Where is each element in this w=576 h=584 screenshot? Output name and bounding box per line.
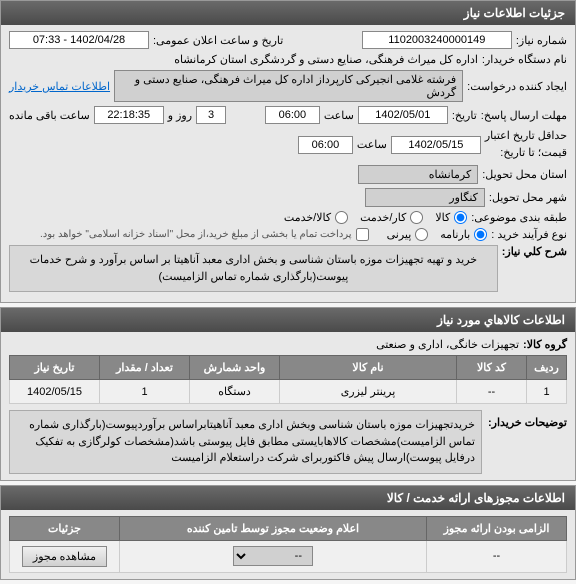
desc-text-box: خرید و تهیه تجهیزات موزه باستان شناسی و …	[9, 245, 498, 292]
permit-col-status: اعلام وضعیت مجوز توسط تامین کننده	[120, 516, 427, 540]
col-name: نام کالا	[280, 356, 457, 380]
days-and-label: روز و	[168, 109, 192, 122]
desc-label: شرح کلي نياز:	[502, 245, 567, 258]
permits-table: الزامی بودن ارائه مجوز اعلام وضعیت مجوز …	[9, 516, 567, 573]
announce-label: تاریخ و ساعت اعلان عمومی:	[153, 34, 283, 47]
category-radio-2[interactable]	[335, 211, 348, 224]
buyer-notes-box: خریدتجهیزات موزه باستان شناسی وبخش اداری…	[9, 410, 482, 474]
table-row: 1 -- پرینتر لیزری دستگاه 1 1402/05/15	[10, 380, 567, 404]
need-no-label: شماره نیاز:	[516, 34, 567, 47]
cell-code: --	[457, 380, 527, 404]
validity-label-line2: قیمت؛ تا تاریخ:	[500, 147, 567, 159]
category-option-1[interactable]: کار/خدمت	[360, 211, 423, 224]
process-radio-group: بارنامه پیرنی	[387, 228, 488, 241]
process-option-0-label: بارنامه	[440, 228, 470, 241]
permits-panel: اطلاعات مجوزهای ارائه خدمت / کالا الزامی…	[0, 485, 576, 580]
category-radio-group: کالا کار/خدمت کالا/خدمت	[284, 211, 467, 224]
deadline-date-field: 1402/05/01	[358, 106, 448, 124]
need-details-header: جزئیات اطلاعات نیاز	[1, 1, 575, 25]
deadline-until-label: تاریخ:	[452, 109, 477, 122]
goods-info-header: اطلاعات كالاهاي مورد نياز	[1, 308, 575, 332]
requester-label: ایجاد کننده درخواست:	[467, 80, 567, 93]
validity-label-line1: حداقل تاریخ اعتبار	[485, 130, 567, 142]
cell-qty: 1	[100, 380, 190, 404]
view-permit-button[interactable]: مشاهده مجوز	[22, 546, 107, 567]
category-option-2[interactable]: کالا/خدمت	[284, 211, 348, 224]
category-option-0-label: کالا	[435, 211, 450, 224]
cell-name: پرینتر لیزری	[280, 380, 457, 404]
category-radio-1[interactable]	[410, 211, 423, 224]
permits-header: اطلاعات مجوزهای ارائه خدمت / کالا	[1, 486, 575, 510]
category-option-2-label: کالا/خدمت	[284, 211, 331, 224]
need-no-field: 1102003240000149	[362, 31, 512, 49]
process-option-0[interactable]: بارنامه	[440, 228, 487, 241]
validity-label: حداقل تاریخ اعتبار قیمت؛ تا تاریخ:	[485, 128, 567, 161]
category-radio-0[interactable]	[454, 211, 467, 224]
deadline-label: مهلت ارسال پاسخ:	[481, 109, 567, 122]
buyer-notes-label: توضیحات خریدار:	[488, 410, 567, 429]
city-label: شهر محل تحویل:	[489, 191, 567, 204]
cell-rowno: 1	[527, 380, 567, 404]
time-label-2: ساعت	[357, 138, 387, 151]
deadline-time-field: 06:00	[265, 106, 320, 124]
group-label: گروه کالا:	[523, 338, 567, 351]
payment-checkbox-label: پرداخت تمام یا بخشی از مبلغ خرید،از محل …	[40, 229, 352, 240]
city-field: کنگاور	[365, 188, 485, 207]
col-date: تاریخ نیاز	[10, 356, 100, 380]
permit-row: -- -- مشاهده مجوز	[10, 540, 567, 572]
buyer-org-value: اداره کل میراث فرهنگی، صنایع دستی و گردش…	[174, 53, 478, 66]
permit-col-mandatory: الزامی بودن ارائه مجوز	[427, 516, 567, 540]
col-code: کد کالا	[457, 356, 527, 380]
permit-mandatory-cell: --	[427, 540, 567, 572]
cell-unit: دستگاه	[190, 380, 280, 404]
validity-time-field: 06:00	[298, 136, 353, 154]
requester-field: فرشته غلامی انجیرکی کارپرداز اداره کل می…	[114, 70, 463, 102]
goods-info-panel: اطلاعات كالاهاي مورد نياز گروه کالا: تجه…	[0, 307, 576, 481]
permit-details-cell: مشاهده مجوز	[10, 540, 120, 572]
need-details-panel: جزئیات اطلاعات نیاز شماره نیاز: 11020032…	[0, 0, 576, 303]
permit-status-cell: --	[120, 540, 427, 572]
remain-time-field: 22:18:35	[94, 106, 164, 124]
cell-date: 1402/05/15	[10, 380, 100, 404]
col-qty: تعداد / مقدار	[100, 356, 190, 380]
category-option-1-label: کار/خدمت	[360, 211, 406, 224]
process-option-1[interactable]: پیرنی	[387, 228, 429, 241]
group-value: تجهیزات خانگی، اداری و صنعتی	[376, 338, 519, 351]
buyer-org-label: نام دستگاه خریدار:	[482, 53, 567, 66]
province-field: کرمانشاه	[358, 165, 478, 184]
process-radio-1[interactable]	[415, 228, 428, 241]
category-option-0[interactable]: کالا	[435, 211, 467, 224]
remain-label: ساعت باقی مانده	[9, 109, 90, 122]
goods-table: ردیف کد کالا نام کالا واحد شمارش تعداد /…	[9, 355, 567, 404]
announce-field: 1402/04/28 - 07:33	[9, 31, 149, 49]
permit-status-select[interactable]: --	[233, 546, 313, 566]
validity-date-field: 1402/05/15	[391, 136, 481, 154]
category-label: طبقه بندی موضوعی:	[471, 211, 567, 224]
process-label: نوع فرآیند خرید :	[491, 228, 567, 241]
time-label-1: ساعت	[324, 109, 354, 122]
process-option-1-label: پیرنی	[387, 228, 412, 241]
contact-info-link[interactable]: اطلاعات تماس خریدار	[9, 80, 110, 93]
col-unit: واحد شمارش	[190, 356, 280, 380]
permit-col-details: جزئیات	[10, 516, 120, 540]
remain-days-field: 3	[196, 106, 226, 124]
col-row-no: ردیف	[527, 356, 567, 380]
payment-checkbox[interactable]	[356, 228, 369, 241]
payment-checkbox-item[interactable]: پرداخت تمام یا بخشی از مبلغ خرید،از محل …	[40, 228, 369, 241]
province-label: استان محل تحویل:	[482, 168, 567, 181]
process-radio-0[interactable]	[474, 228, 487, 241]
